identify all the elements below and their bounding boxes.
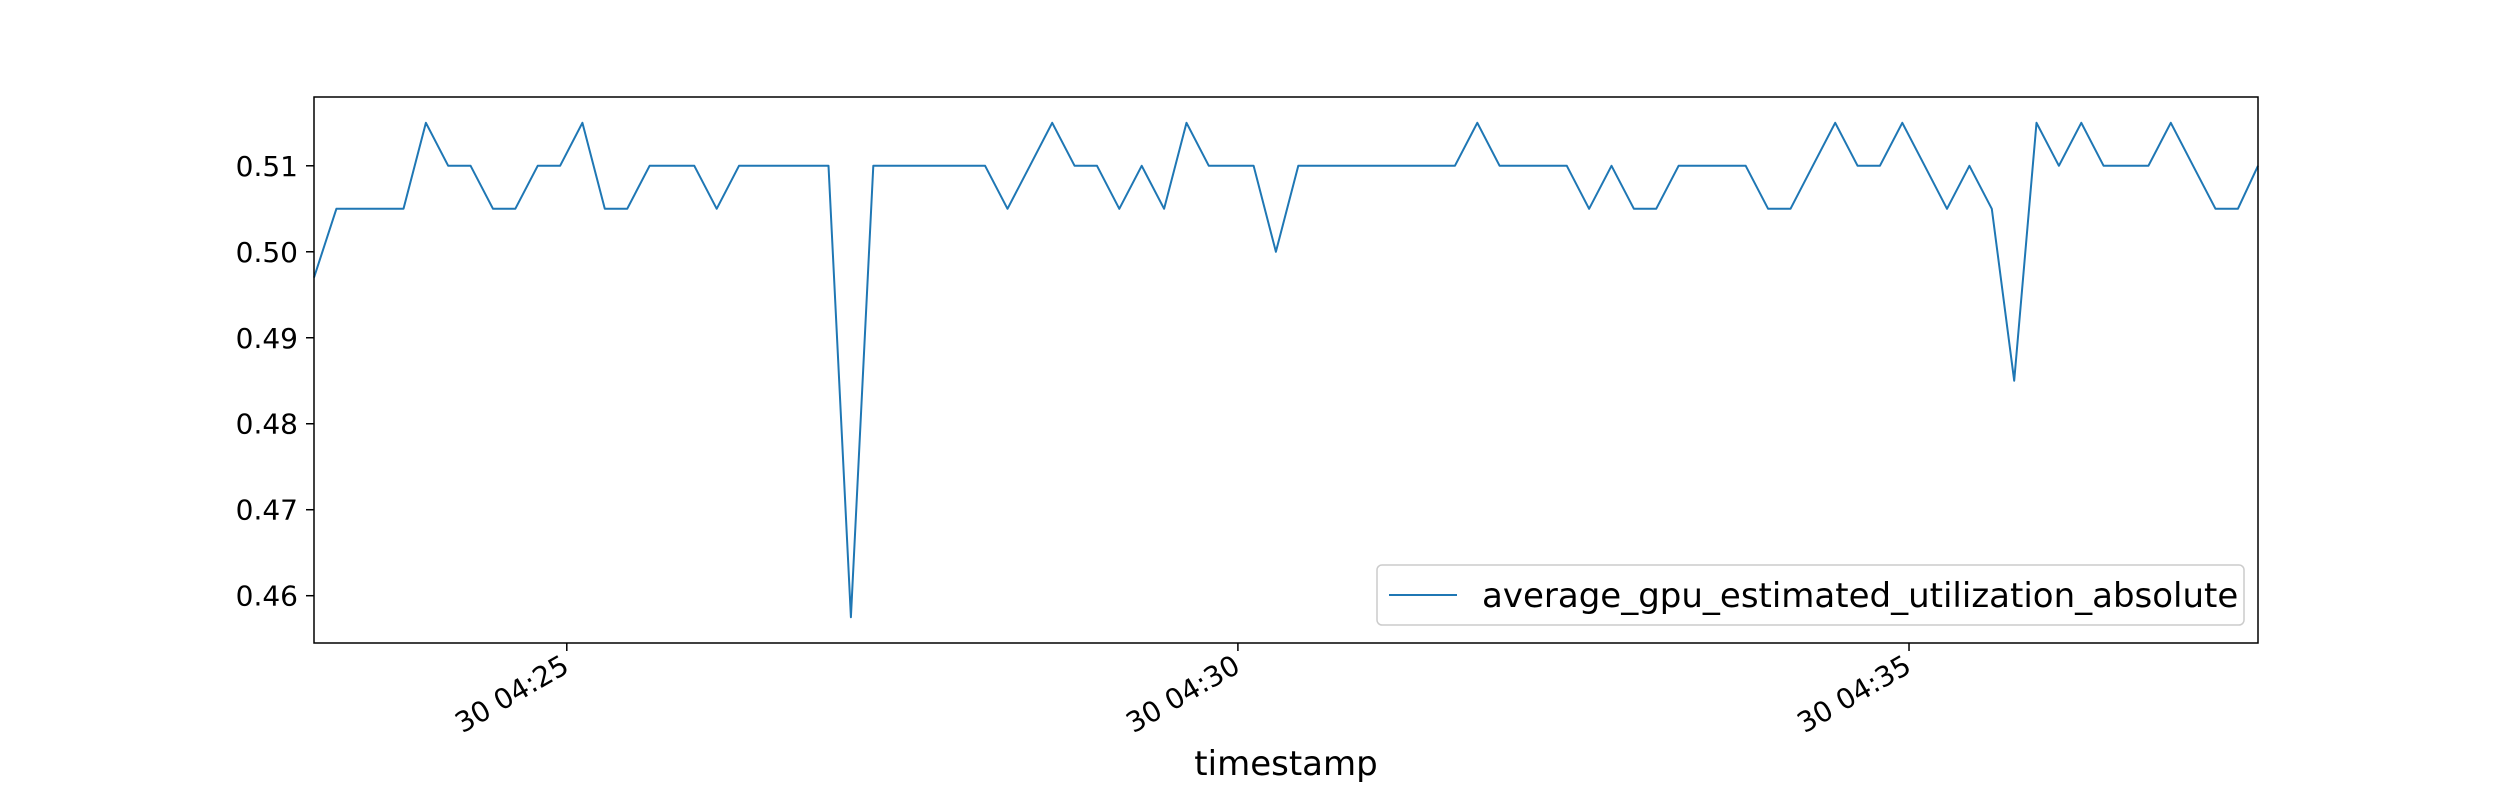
legend: average_gpu_estimated_utilization_absolu… bbox=[1376, 564, 2245, 626]
plot-lines bbox=[313, 121, 2259, 619]
y-tick-label: 0.50 bbox=[236, 236, 298, 269]
x-tick-label: 30 04:25 bbox=[449, 648, 574, 739]
legend-label: average_gpu_estimated_utilization_absolu… bbox=[1482, 576, 2238, 616]
x-tick-label: 30 04:30 bbox=[1120, 648, 1245, 739]
y-tick-label: 0.51 bbox=[236, 150, 298, 183]
y-tick-label: 0.47 bbox=[236, 494, 298, 527]
plot-frame bbox=[313, 96, 2259, 644]
series-line-0 bbox=[313, 121, 2259, 619]
x-axis: 30 04:25 30 04:30 30 04:35 bbox=[449, 643, 1917, 740]
x-tick-label: 30 04:35 bbox=[1792, 648, 1917, 739]
legend-box bbox=[1376, 564, 2245, 626]
y-tick-label: 0.49 bbox=[236, 322, 298, 355]
x-axis-title: timestamp bbox=[1194, 744, 1377, 784]
y-axis: 0.46 0.47 0.48 0.49 0.50 0.51 bbox=[236, 150, 314, 613]
y-tick-label: 0.46 bbox=[236, 580, 298, 613]
y-tick-label: 0.48 bbox=[236, 408, 298, 441]
